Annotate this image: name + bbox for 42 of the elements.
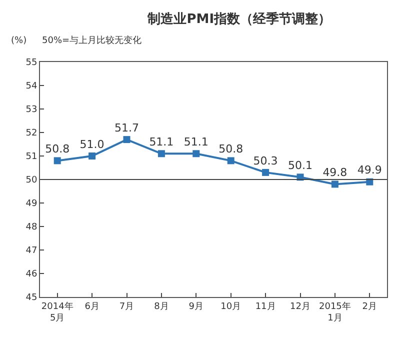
y-tick-label: 50 (26, 176, 38, 186)
point (192, 150, 200, 158)
y-axis-title: (%) (11, 36, 27, 46)
data-label: 49.9 (357, 164, 382, 177)
x-tick-label: 2015年 1月 (318, 300, 351, 324)
data-label: 50.8 (218, 142, 244, 156)
data-label: 50.1 (288, 159, 312, 172)
point (88, 152, 96, 160)
y-tick-label: 46 (26, 270, 38, 280)
point (54, 157, 61, 164)
x-tick-label: 12月 (290, 302, 310, 312)
point (262, 168, 270, 176)
point (123, 136, 130, 144)
point (158, 150, 165, 158)
data-label: 50.8 (45, 142, 70, 156)
y-tick-label: 49 (26, 199, 38, 210)
y-tick-label: 47 (26, 246, 38, 256)
x-tick-label: 7月 (119, 302, 134, 312)
text: 50%=与上月比较无变化 (42, 35, 142, 46)
y-tick-label: 53 (26, 105, 38, 116)
x-tick-label: 2月 (362, 302, 378, 312)
data-label: 51.7 (114, 121, 139, 134)
y-tick-label: 45 (26, 293, 38, 304)
x-tick-label: 2014年 5月 (41, 300, 74, 324)
data-label: 51.1 (149, 136, 174, 149)
y-tick-label: 55 (26, 58, 38, 68)
x-tick-label: 8月 (154, 302, 169, 312)
y-tick-label: 54 (26, 82, 38, 92)
point (227, 157, 234, 164)
y-tick-label: 52 (26, 128, 38, 139)
data-label: 50.3 (253, 154, 278, 168)
x-tick-label: 9月 (188, 302, 204, 312)
chart-title: 制造业PMI指数（经季节调整） (146, 10, 332, 27)
data-label: 49.8 (322, 166, 348, 180)
y-tick-label: 48 (26, 222, 38, 233)
x-tick-label: 6月 (84, 302, 100, 312)
data-label: 51.0 (80, 138, 104, 151)
x-tick-label: 10月 (220, 302, 242, 312)
point (331, 180, 338, 188)
y-tick-label: 51 (26, 152, 38, 162)
x-tick-label: 11月 (255, 302, 276, 312)
data-label: 51.1 (184, 136, 208, 149)
